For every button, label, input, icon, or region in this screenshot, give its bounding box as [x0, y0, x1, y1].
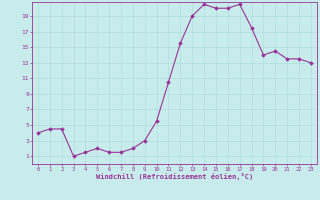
X-axis label: Windchill (Refroidissement éolien,°C): Windchill (Refroidissement éolien,°C)	[96, 173, 253, 180]
